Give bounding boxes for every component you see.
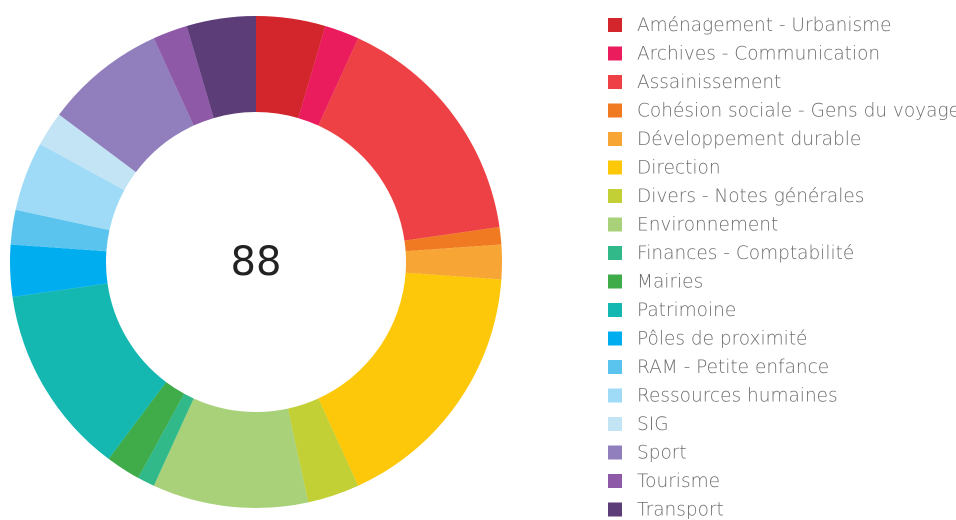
- legend-label: Archives - Communication: [637, 44, 880, 65]
- donut-slice: [287, 398, 359, 503]
- legend-label: Environnement: [637, 215, 778, 236]
- donut-slice: [153, 25, 214, 126]
- donut-slice: [318, 38, 500, 241]
- legend-label: Ressources humaines: [637, 386, 838, 407]
- legend-swatch: [608, 132, 622, 146]
- legend-label: Pôles de proximité: [637, 329, 807, 350]
- legend-swatch: [608, 474, 622, 488]
- donut-slice: [108, 382, 185, 478]
- legend-label: Aménagement - Urbanisme: [637, 15, 892, 36]
- legend-swatch: [608, 417, 622, 431]
- legend-swatch: [608, 388, 622, 403]
- legend-swatch: [608, 303, 622, 317]
- legend-swatch: [608, 274, 622, 289]
- donut-slice: [405, 244, 502, 280]
- legend-swatch: [608, 331, 622, 346]
- donut-slice: [12, 283, 167, 459]
- donut-slice: [59, 38, 194, 173]
- legend-label: SIG: [637, 414, 669, 435]
- legend-label: Patrimoine: [637, 300, 736, 321]
- legend-label: Transport: [637, 500, 724, 520]
- legend-label: Divers - Notes générales: [637, 186, 864, 207]
- legend-swatch: [608, 189, 622, 203]
- donut-slice: [256, 16, 326, 119]
- donut-slice: [186, 16, 256, 119]
- legend-label: Développement durable: [637, 129, 861, 150]
- legend-label: Sport: [637, 443, 687, 464]
- legend-label: Direction: [637, 158, 721, 179]
- donut-slice: [404, 226, 502, 252]
- donut-slice: [298, 25, 359, 126]
- legend-label: Tourisme: [637, 471, 720, 492]
- legend-label: Assainissement: [637, 72, 781, 93]
- legend-swatch: [608, 217, 622, 232]
- donut-slice: [318, 272, 502, 486]
- legend-label: RAM - Petite enfance: [637, 357, 829, 378]
- legend-label: Cohésion sociale - Gens du voyage: [637, 101, 956, 122]
- legend-label: Mairies: [637, 272, 703, 293]
- legend-swatch: [608, 160, 622, 175]
- donut-slice: [138, 393, 194, 486]
- donut-slice: [40, 114, 136, 191]
- legend-swatch: [608, 445, 622, 460]
- donut-slice: [9, 244, 108, 298]
- legend-swatch: [608, 502, 622, 517]
- center-label: 88: [231, 239, 282, 285]
- donut-slice: [153, 398, 309, 508]
- legend-swatch: [608, 46, 622, 61]
- donut-slice: [10, 209, 110, 252]
- legend-swatch: [608, 360, 622, 374]
- legend-swatch: [608, 246, 622, 260]
- legend-swatch: [608, 18, 622, 32]
- legend-label: Finances - Comptabilité: [637, 243, 854, 264]
- donut-slice: [15, 144, 125, 231]
- legend-swatch: [608, 75, 622, 89]
- legend-swatch: [608, 103, 622, 118]
